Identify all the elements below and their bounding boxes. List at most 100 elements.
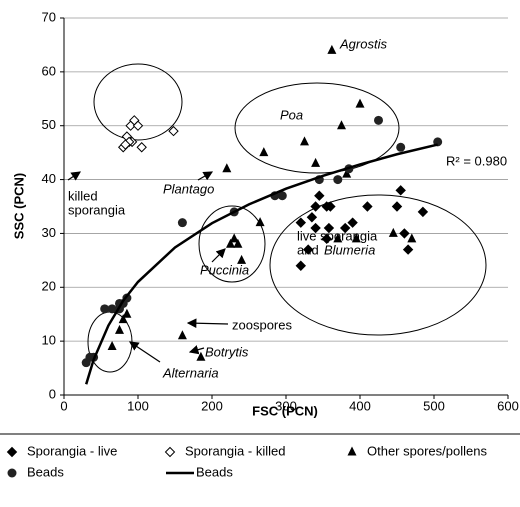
y-tick-label: 40	[42, 171, 56, 186]
x-axis-title: FSC (PCN)	[252, 403, 318, 418]
point	[259, 147, 269, 157]
point	[122, 308, 132, 318]
point	[314, 190, 325, 201]
point	[323, 222, 335, 234]
point	[362, 201, 373, 212]
point	[302, 244, 314, 255]
ellipse	[198, 205, 266, 283]
annotation: Plantago	[163, 181, 214, 196]
annotation: Puccinia	[200, 262, 249, 277]
annotation: zoospores	[232, 317, 292, 332]
point	[407, 233, 417, 243]
y-tick-label: 30	[42, 225, 56, 240]
point	[306, 212, 318, 223]
point	[351, 233, 361, 243]
annotation: sporangia	[68, 202, 126, 217]
marker	[164, 446, 176, 458]
arrow	[188, 345, 205, 355]
annotation: Agrostis	[339, 36, 387, 51]
annotation: Alternaria	[162, 365, 219, 380]
point	[355, 98, 365, 108]
point	[333, 233, 343, 243]
point	[374, 115, 383, 125]
point	[222, 163, 232, 173]
annotation: Blumeria	[324, 242, 375, 257]
legend-label: Sporangia - killed	[185, 443, 285, 458]
point	[339, 222, 351, 234]
x-tick-label: 0	[60, 398, 67, 413]
ellipse	[234, 82, 400, 174]
ellipse	[93, 63, 183, 141]
point	[168, 125, 179, 137]
arrow	[197, 171, 214, 181]
point	[100, 304, 110, 314]
point	[120, 139, 131, 150]
y-tick-label: 50	[42, 117, 56, 132]
legend-label: Other spores/pollens	[367, 443, 487, 458]
legend-label: Beads	[27, 464, 64, 479]
arrows	[67, 171, 229, 363]
point	[342, 168, 352, 178]
x-tick-label: 100	[127, 398, 149, 413]
point	[295, 217, 307, 228]
point	[237, 254, 247, 264]
y-axis-title: SSC (PCN)	[11, 173, 26, 239]
point	[177, 330, 187, 340]
arrow	[211, 248, 226, 263]
annotation: and	[297, 242, 319, 257]
annotation: live sporangia	[297, 228, 378, 243]
point	[347, 217, 358, 228]
arrow	[186, 318, 229, 329]
point	[118, 314, 128, 324]
point	[177, 218, 187, 228]
point	[115, 324, 124, 334]
point	[233, 238, 243, 248]
point	[395, 185, 406, 196]
marker	[347, 446, 357, 456]
point	[300, 136, 309, 146]
point	[321, 233, 332, 245]
y-tick-label: 10	[42, 333, 56, 348]
point	[226, 238, 235, 248]
point	[229, 233, 239, 243]
point	[255, 217, 265, 227]
y-tick-label: 60	[42, 63, 56, 78]
point	[107, 304, 117, 314]
marker	[7, 468, 17, 478]
point	[310, 201, 321, 212]
point	[391, 201, 403, 212]
point	[327, 44, 337, 54]
x-tick-label: 600	[497, 398, 519, 413]
annotation: Botrytis	[205, 344, 249, 359]
point	[125, 120, 136, 131]
y-tick-label: 70	[42, 9, 56, 24]
arrow	[67, 171, 81, 181]
point	[311, 157, 321, 167]
point	[295, 260, 307, 271]
point	[337, 120, 346, 130]
point	[310, 222, 321, 234]
point	[325, 201, 336, 212]
point	[333, 175, 343, 185]
point	[388, 227, 398, 237]
x-tick-label: 200	[201, 398, 223, 413]
x-tick-label: 400	[349, 398, 371, 413]
y-tick-label: 20	[42, 279, 56, 294]
ellipse	[269, 194, 487, 336]
annotation: Poa	[280, 107, 303, 122]
fit-line	[85, 143, 438, 385]
x-tick-label: 500	[423, 398, 445, 413]
point	[277, 191, 287, 201]
annotation: killed	[68, 188, 98, 203]
legend-label: Sporangia - live	[27, 443, 117, 458]
point	[396, 142, 406, 152]
legend-label: Beads	[196, 464, 233, 479]
point	[132, 120, 144, 131]
point	[136, 142, 147, 153]
annotation: R² = 0.980	[446, 153, 507, 168]
point	[196, 351, 206, 361]
y-tick-label: 0	[49, 386, 56, 401]
point	[402, 244, 414, 255]
x-tick-label: 300	[275, 398, 297, 413]
